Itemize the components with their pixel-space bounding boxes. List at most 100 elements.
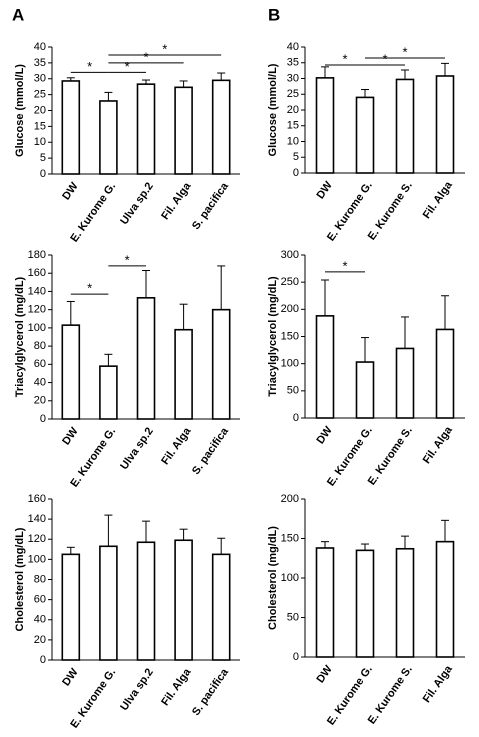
y-tick-label: 100 [281,572,299,584]
bar [136,83,156,175]
y-axis-label: Triacylglycerol (mg/dL) [14,276,26,397]
y-tick-label: 50 [287,385,299,397]
significance-label: * [402,44,407,59]
y-tick-label: 200 [281,303,299,315]
y-tick-label: 200 [281,493,299,505]
bar [395,78,415,174]
x-tick-label: Fil. Alga [421,179,456,221]
y-tick-label: 35 [287,57,299,69]
significance-label: * [382,51,387,66]
x-tick-label: DW [60,425,81,447]
x-tick-label: E. Kurome S. [366,664,415,727]
y-tick-label: 140 [28,513,46,525]
significance-label: * [125,252,130,267]
bar [61,553,81,661]
x-tick-label: Ulva sp.2 [118,426,156,472]
x-tick-label: E. Kurome S. [366,425,415,488]
bar [395,547,415,658]
bar [435,75,455,174]
panel-label: B [268,5,280,24]
y-tick-label: 140 [28,285,46,297]
significance-label: * [342,51,347,66]
y-tick-label: 35 [34,57,46,69]
y-tick-label: 10 [34,136,46,148]
y-tick-label: 20 [34,634,46,646]
y-tick-label: 40 [34,376,46,388]
bar [61,324,81,420]
y-tick-label: 160 [28,267,46,279]
y-tick-label: 100 [28,553,46,565]
y-tick-label: 100 [28,322,46,334]
significance-label: * [342,258,347,273]
bar [174,86,193,175]
bar [315,547,335,658]
x-tick-label: Fil. Alga [421,663,456,705]
y-tick-label: 300 [281,249,299,261]
y-tick-label: 30 [34,73,46,85]
y-tick-label: 15 [287,120,299,132]
y-tick-label: 5 [293,151,299,163]
y-tick-label: 0 [293,412,299,424]
bar [355,549,375,658]
x-tick-label: S. pacifica [190,666,232,718]
y-tick-label: 50 [287,611,299,623]
y-tick-label: 60 [34,358,46,370]
x-tick-label: DW [314,179,335,201]
x-tick-label: Fil. Alga [159,425,194,467]
y-axis-label: Glucose (mmol/L) [14,64,26,157]
bar [435,540,455,658]
x-tick-label: DW [60,666,81,688]
y-tick-label: 120 [28,533,46,545]
y-tick-label: 0 [293,167,299,179]
y-tick-label: 40 [34,614,46,626]
y-tick-label: 250 [281,276,299,288]
bar [355,361,375,419]
bar [211,308,231,420]
y-tick-label: 20 [34,104,46,116]
x-tick-label: Fil. Alga [159,180,194,222]
y-tick-label: 25 [287,88,299,100]
panel-label: A [12,5,24,24]
bar [355,96,375,174]
bar [136,297,156,420]
bar [61,80,81,175]
y-axis-label: Cholesterol (mg/dL) [267,526,279,630]
bar [99,100,118,175]
x-tick-label: Ulva sp.2 [118,181,156,227]
bar [315,315,335,419]
chart: 0 20 40 60 80 100 120 140 160 Cholesterol (mg/dL)… [14,493,240,730]
y-tick-label: 20 [287,104,299,116]
x-tick-label: DW [314,663,335,685]
y-tick-label: 0 [293,651,299,663]
chart: 0 50 100 150 200 250 300 Triacylglycerol (mg/dL… [267,249,465,488]
x-tick-label: Fil. Alga [159,666,194,708]
y-tick-label: 40 [34,41,46,53]
y-tick-label: 150 [281,532,299,544]
bar [435,328,455,419]
y-tick-label: 0 [40,654,46,666]
y-tick-label: 0 [40,168,46,180]
bar [99,365,118,420]
significance-label: * [125,59,130,74]
bar [211,553,231,661]
y-tick-label: 0 [40,413,46,425]
y-tick-label: 25 [34,89,46,101]
bar [211,79,231,175]
bar [174,539,193,661]
bar [174,328,193,420]
x-tick-label: S. pacifica [190,425,232,477]
bar [99,545,118,661]
chart: 0 50 100 150 200 Cholesterol (mg/dL) DW E. Kuro… [267,493,465,727]
significance-label: * [87,59,92,74]
x-tick-label: E. Kurome S. [366,180,415,243]
y-tick-label: 120 [28,304,46,316]
bar [395,347,415,419]
significance-label: * [162,41,167,56]
y-axis-label: Cholesterol (mg/dL) [14,527,26,631]
bar [315,77,335,174]
y-tick-label: 30 [287,72,299,84]
y-tick-label: 20 [34,395,46,407]
y-tick-label: 10 [287,135,299,147]
y-tick-label: 80 [34,340,46,352]
